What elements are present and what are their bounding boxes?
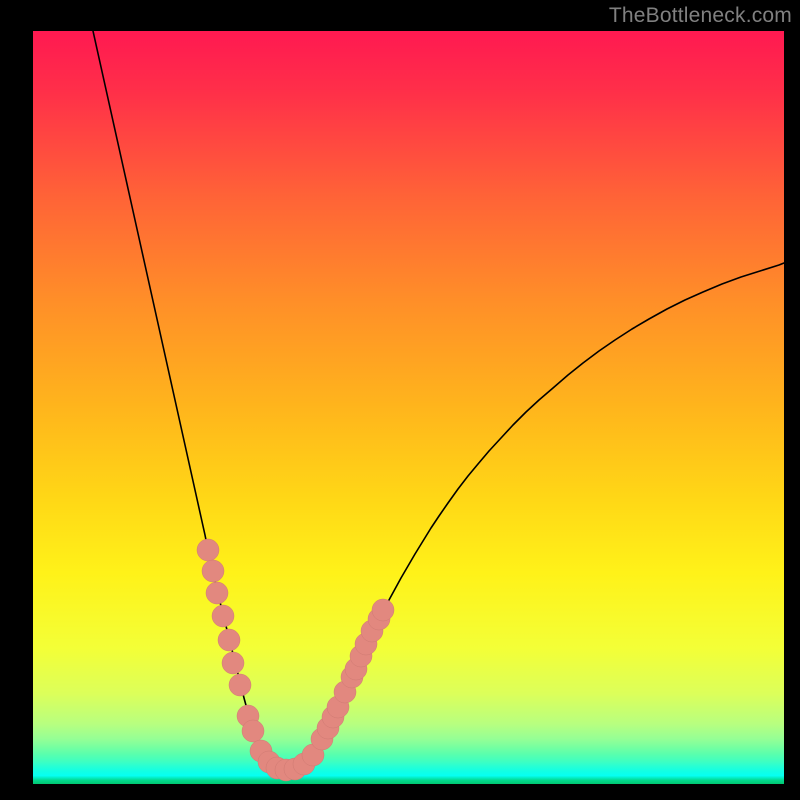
data-marker (218, 629, 240, 651)
watermark-text: TheBottleneck.com (609, 4, 792, 28)
data-marker (242, 720, 264, 742)
data-marker (212, 605, 234, 627)
plot-area (33, 31, 784, 784)
data-marker (202, 560, 224, 582)
data-markers-group (197, 539, 394, 781)
data-marker (222, 652, 244, 674)
data-marker (229, 674, 251, 696)
bottleneck-curve (93, 31, 784, 769)
data-marker (197, 539, 219, 561)
data-marker (206, 582, 228, 604)
chart-canvas: TheBottleneck.com (0, 0, 800, 800)
data-marker (372, 599, 394, 621)
chart-svg (33, 31, 784, 784)
